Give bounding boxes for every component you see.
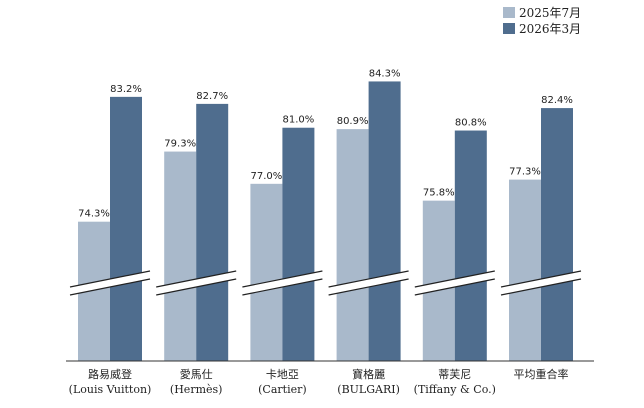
chart-legend: 2025年7月 2026年3月: [503, 4, 581, 36]
axis-break-gap-4: [328, 271, 409, 295]
axis-break-line-top-6: [500, 270, 582, 288]
legend-swatch-series-2: [503, 22, 515, 34]
bar-2-2: [196, 103, 229, 361]
bar-2-6: [541, 108, 573, 361]
bar-2-3: [282, 127, 315, 361]
bar-2-4: [368, 81, 401, 361]
legend-swatch-series-1: [503, 6, 515, 18]
axis-break-line-top-1: [69, 270, 151, 288]
data-label-2-5: 80.8%: [455, 118, 487, 129]
legend-label-series-2: 2026年3月: [519, 21, 582, 36]
category-label-3: 卡地亞: [266, 368, 299, 381]
category-sublabel-4: (BULGARI): [337, 383, 400, 396]
data-label-1-6: 77.3%: [509, 167, 541, 178]
data-label-2-4: 84.3%: [369, 68, 401, 79]
data-label-1-2: 79.3%: [164, 139, 196, 150]
legend-label-series-1: 2025年7月: [519, 5, 582, 20]
bar-1-6: [509, 179, 541, 361]
category-label-1: 路易威登: [88, 367, 132, 381]
axis-break-gap-2: [156, 271, 237, 295]
category-sublabel-5: (Tiffany & Co.): [414, 383, 496, 396]
data-label-1-1: 74.3%: [78, 209, 110, 220]
category-label-2: 愛馬仕: [180, 368, 213, 381]
data-label-2-6: 82.4%: [541, 95, 573, 106]
axis-break-line-top-3: [242, 270, 323, 288]
axis-break-gap-1: [70, 271, 150, 295]
axis-break-line-bottom-5: [414, 278, 495, 296]
legend-item-series-1: 2025年7月: [503, 4, 581, 20]
axis-break-line-bottom-2: [156, 278, 237, 296]
bar-2-1: [110, 96, 142, 362]
category-label-4: 寶格麗: [352, 367, 385, 381]
legend-item-series-2: 2026年3月: [503, 20, 581, 36]
data-label-1-3: 77.0%: [251, 171, 283, 182]
data-label-2-3: 81.0%: [283, 115, 315, 126]
data-label-2-1: 83.2%: [110, 84, 142, 95]
axis-break-line-top-4: [328, 270, 409, 288]
category-label-6: 平均重合率: [514, 367, 569, 381]
bar-1-2: [164, 151, 197, 361]
category-label-5: 蒂芙尼: [438, 367, 471, 381]
category-sublabel-1: (Louis Vuitton): [69, 383, 152, 396]
data-label-1-5: 75.8%: [423, 188, 455, 199]
data-label-1-4: 80.9%: [337, 116, 369, 127]
bar-1-4: [336, 129, 369, 361]
axis-break-line-bottom-3: [242, 278, 323, 296]
axis-break-gap-6: [501, 271, 581, 295]
axis-break-line-bottom-1: [69, 278, 151, 296]
data-label-2-2: 82.7%: [196, 91, 228, 102]
axis-break-line-bottom-4: [328, 278, 409, 296]
category-sublabel-3: (Cartier): [258, 383, 307, 396]
axis-break-line-top-5: [414, 270, 495, 288]
axis-break-gap-3: [242, 271, 323, 295]
axis-break-gap-5: [414, 271, 495, 295]
bar-2-5: [454, 130, 487, 361]
bar-1-3: [250, 183, 283, 361]
axis-break-line-top-2: [156, 270, 237, 288]
axis-break-line-bottom-6: [500, 278, 582, 296]
category-sublabel-2: (Hermès): [170, 383, 223, 396]
